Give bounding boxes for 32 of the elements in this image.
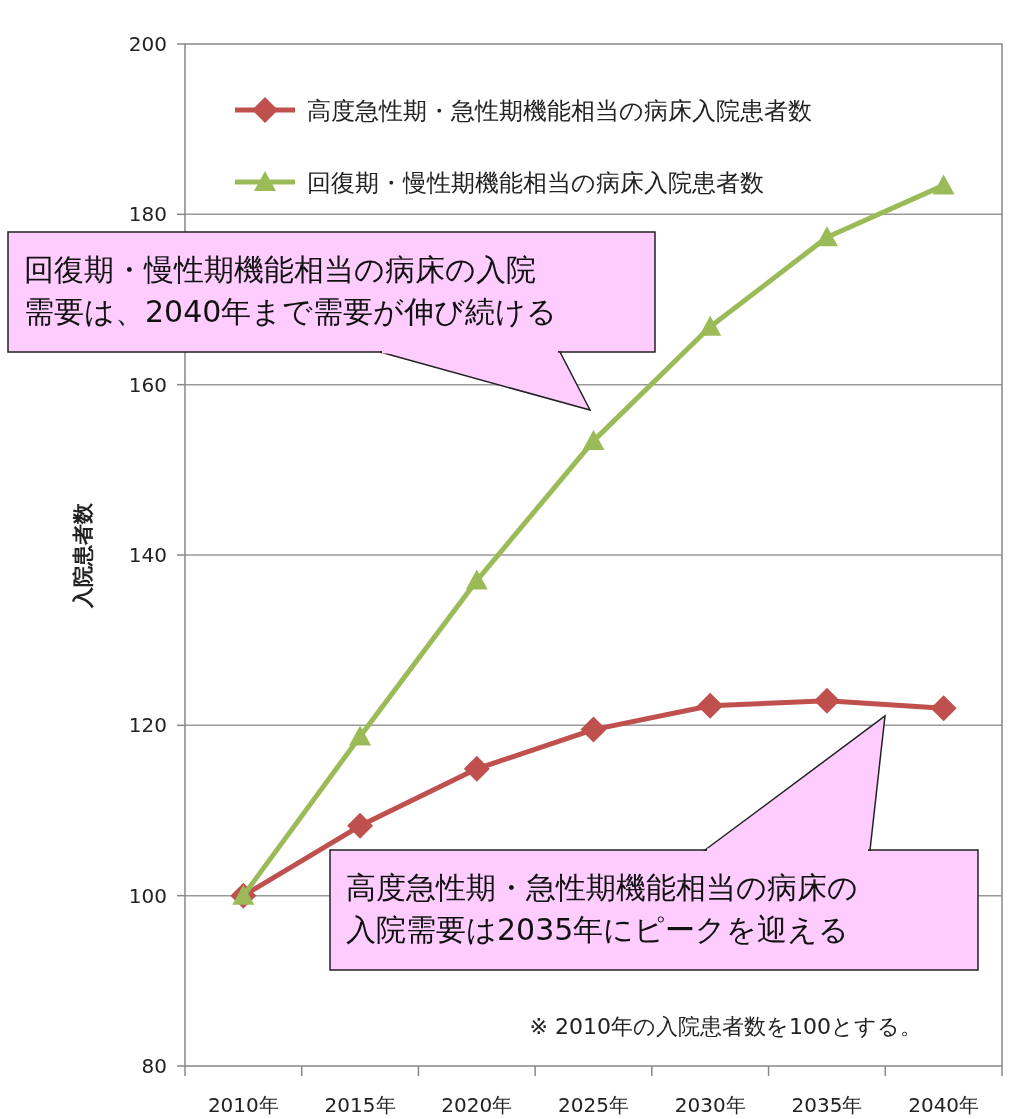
annotation: 回復期・慢性期機能相当の病床の入院需要は、2040年まで需要が伸び続ける [24, 252, 558, 329]
x-tick-label: 2010年 [207, 1093, 279, 1117]
point [580, 716, 607, 743]
point [349, 725, 372, 746]
y-tick-label: 200 [128, 32, 167, 56]
point [699, 315, 722, 336]
x-tick-label: 2025年 [558, 1093, 629, 1117]
y-tick-label: 100 [128, 883, 167, 908]
point [347, 812, 374, 839]
x-tick-label: 2035年 [791, 1093, 863, 1117]
y-tick-label: 140 [128, 543, 167, 567]
point [815, 226, 838, 247]
point [582, 429, 605, 450]
point [932, 174, 955, 195]
point [930, 695, 957, 722]
y-tick-label: 120 [128, 713, 167, 738]
x-tick-label: 2015年 [324, 1093, 396, 1117]
point [813, 687, 840, 714]
point [465, 569, 488, 590]
point [463, 755, 490, 782]
annotation: ※ 2010年の入院患者数を100とする。 [529, 1014, 922, 1039]
x-tick-label: 2030年 [674, 1093, 746, 1117]
legend-label: 回復期・慢性期機能相当の病床入院患者数 [307, 169, 764, 197]
x-tick-label: 2040年 [908, 1093, 980, 1117]
annotation: 高度急性期・急性期機能相当の病床の入院需要は2035年にピークを迎える [346, 870, 858, 947]
y-tick-label: 160 [128, 372, 167, 397]
y-tick-label: 180 [128, 202, 167, 227]
legend-label: 高度急性期・急性期機能相当の病床入院患者数 [307, 97, 812, 125]
point [697, 692, 724, 719]
y-axis-title: 入院患者数 [71, 501, 95, 609]
x-tick-label: 2020年 [441, 1093, 513, 1117]
y-tick-label: 80 [141, 1054, 167, 1078]
